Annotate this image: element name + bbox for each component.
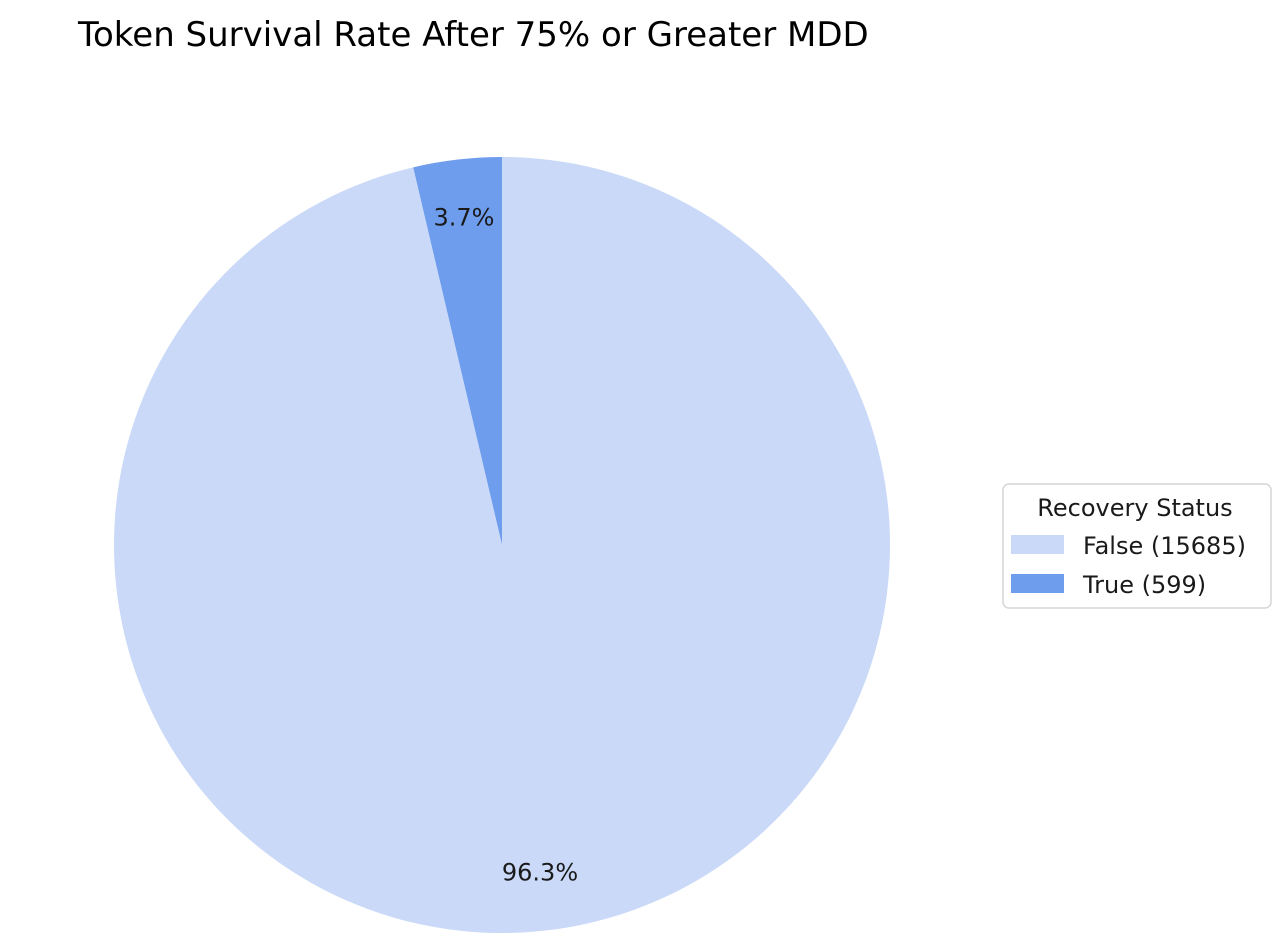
legend-title: Recovery Status: [1037, 494, 1232, 522]
legend-swatch-true: [1011, 574, 1064, 593]
pie-slices: [114, 157, 891, 933]
legend: Recovery Status False (15685) True (599): [1002, 483, 1272, 609]
pie-percent-labels: 3.7% 96.3%: [433, 203, 578, 886]
legend-swatch-false: [1011, 535, 1064, 554]
legend-label-false: False (15685): [1083, 532, 1246, 560]
pie-slice-false: [114, 157, 891, 933]
pie-percent-label-true: 3.7%: [433, 203, 494, 231]
chart-title: Token Survival Rate After 75% or Greater…: [77, 15, 869, 55]
legend-frame: [1002, 483, 1272, 609]
pie-percent-label-false: 96.3%: [502, 859, 578, 887]
pie-slice-true: [413, 157, 502, 545]
legend-label-true: True (599): [1082, 571, 1206, 599]
legend-items: False (15685) True (599): [1011, 532, 1246, 599]
